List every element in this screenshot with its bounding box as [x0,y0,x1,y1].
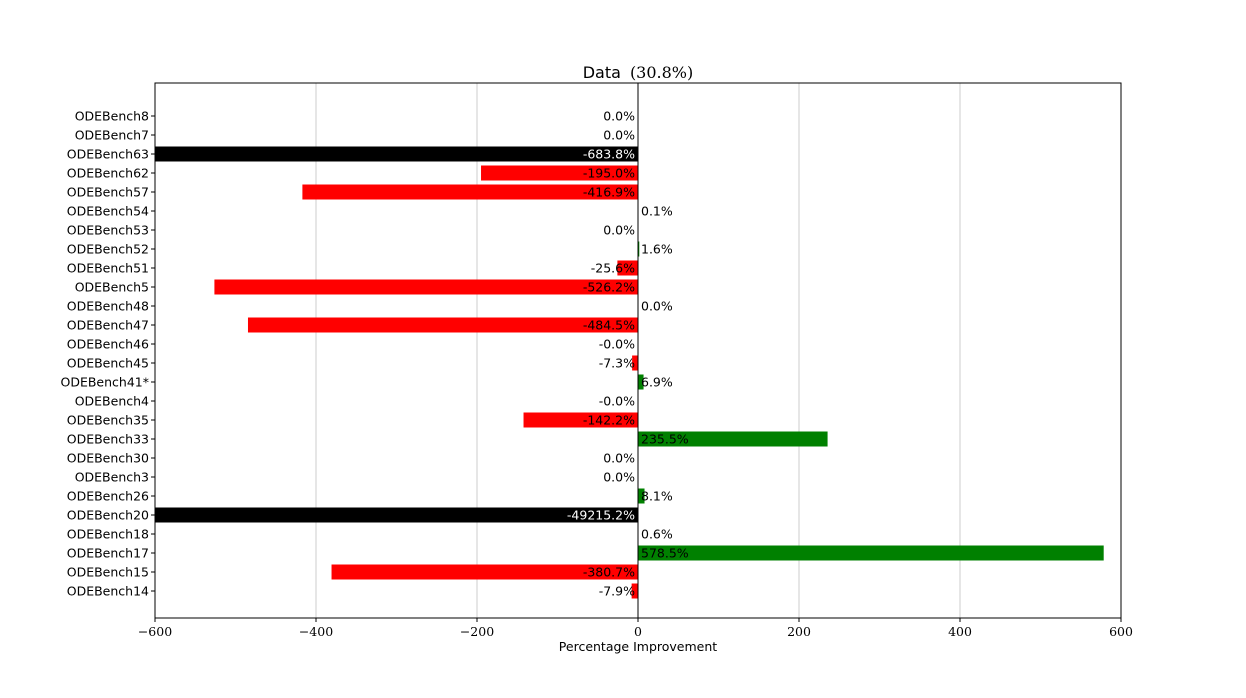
bars [155,146,1104,599]
y-tick-label: ODEBench7 [75,128,149,143]
y-tick-label: ODEBench62 [67,166,149,181]
value-label: 235.5% [641,432,689,447]
y-tick-label: ODEBench14 [67,584,149,599]
value-label: -683.8% [583,147,635,162]
bar [638,488,645,504]
bar [302,184,638,200]
value-label: 1.6% [641,242,673,257]
value-label: 0.0% [603,451,635,466]
y-tick-label: ODEBench52 [67,242,149,257]
value-label: -526.2% [583,280,635,295]
value-label: 0.0% [603,470,635,485]
y-tick-label: ODEBench3 [75,470,149,485]
y-tick-label: ODEBench4 [75,394,149,409]
x-tick-label: −600 [138,624,172,639]
y-tick-label: ODEBench53 [67,223,149,238]
y-tick-label: ODEBench15 [67,565,149,580]
value-label: -7.9% [599,584,635,599]
value-label: 0.1% [641,204,673,219]
x-axis-label: Percentage Improvement [559,639,717,654]
y-tick-label: ODEBench26 [67,489,149,504]
y-tick-label: ODEBench63 [67,147,149,162]
y-tick-label: ODEBench41* [60,375,149,390]
y-tick-label: ODEBench48 [67,299,149,314]
value-label: 0.0% [603,128,635,143]
y-tick-label: ODEBench51 [67,261,149,276]
x-tick-label: −400 [299,624,333,639]
y-tick-label: ODEBench54 [67,204,149,219]
value-label: 6.9% [641,375,673,390]
y-tick-label: ODEBench8 [75,109,149,124]
value-label: 0.6% [641,527,673,542]
bar [638,545,1104,561]
y-tick-label: ODEBench47 [67,318,149,333]
bar [523,412,638,428]
x-tick-label: 600 [1109,624,1133,639]
value-label: 8.1% [641,489,673,504]
x-tick-label: 0 [634,624,642,639]
bar [631,583,638,599]
y-tick-label: ODEBench18 [67,527,149,542]
y-tick-label: ODEBench45 [67,356,149,371]
chart-title-value: (30.8%) [630,63,693,82]
y-tick-label: ODEBench33 [67,432,149,447]
y-tick-label: ODEBench17 [67,546,149,561]
value-label: -416.9% [583,185,635,200]
value-label: -7.3% [599,356,635,371]
bar [617,260,638,276]
bar [155,146,638,162]
bar [247,317,639,333]
y-tick-label: ODEBench57 [67,185,149,200]
value-label: 0.0% [641,299,673,314]
value-label: -484.5% [583,318,635,333]
bar [155,507,638,523]
bar [638,374,644,390]
x-tick-label: 200 [787,624,811,639]
value-label: 578.5% [641,546,689,561]
value-label: 0.0% [603,223,635,238]
x-axis: −600 −400 −200 0 200 400 600 [138,618,1133,639]
chart-title: Data (30.8%) [583,63,694,82]
value-label: -0.0% [599,394,635,409]
value-labels: 0.0% 0.0% -683.8% -195.0% -416.9% 0.1% 0.0% 1.6… [567,109,689,599]
value-label: -142.2% [583,413,635,428]
y-axis: ODEBench8 ODEBench7 ODEBench63 ODEBench62 OD… [60,109,155,599]
y-tick-label: ODEBench5 [75,280,149,295]
bar [481,165,638,181]
x-tick-label: 400 [948,624,972,639]
value-label: -0.0% [599,337,635,352]
value-label: -25.6% [591,261,635,276]
value-label: -380.7% [583,565,635,580]
chart-title-text: Data [583,63,621,82]
value-label: -49215.2% [567,508,635,523]
bar [214,279,638,295]
bar [632,355,638,371]
x-tick-label: −200 [460,624,494,639]
bar [331,564,638,580]
bar [638,241,640,257]
y-tick-label: ODEBench30 [67,451,149,466]
y-tick-label: ODEBench35 [67,413,149,428]
value-label: 0.0% [603,109,635,124]
value-label: -195.0% [583,166,635,181]
y-tick-label: ODEBench20 [67,508,149,523]
y-tick-label: ODEBench46 [67,337,149,352]
bar [638,431,828,447]
